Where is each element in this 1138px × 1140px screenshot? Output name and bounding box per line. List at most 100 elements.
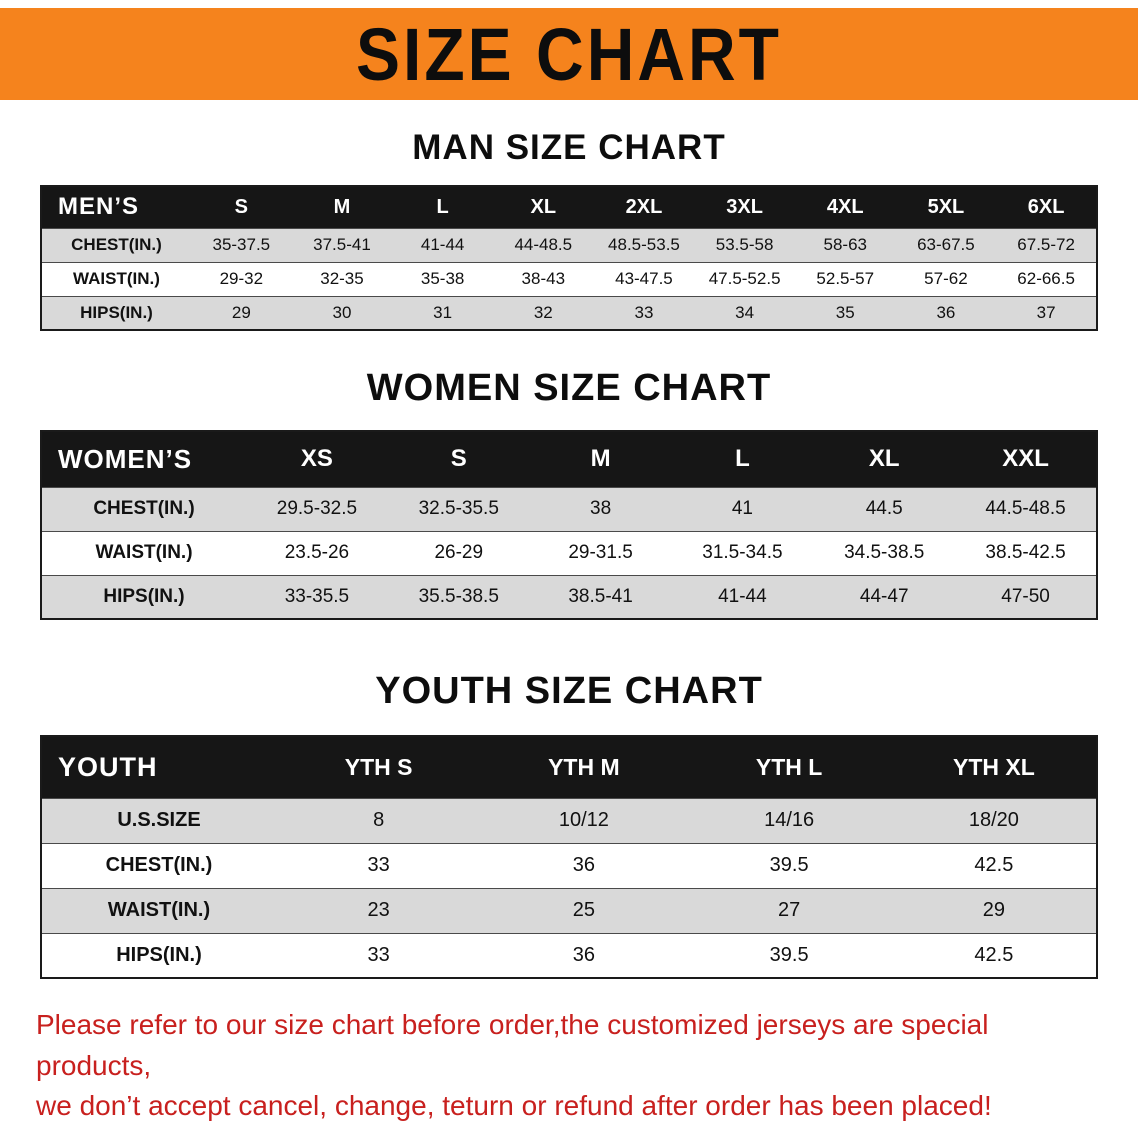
size-value-cell: 35.5-38.5 <box>387 574 530 619</box>
size-value-cell: 33 <box>593 295 695 330</box>
size-value-cell: 47.5-52.5 <box>694 261 795 296</box>
table-row: HIPS(IN.) 33 36 39.5 42.5 <box>41 932 1097 978</box>
size-value-cell: 30 <box>291 295 393 330</box>
table-row: U.S.SIZE 8 10/12 14/16 18/20 <box>41 797 1097 843</box>
size-value-cell: 38-43 <box>492 261 594 296</box>
size-value-cell: 37.5-41 <box>291 227 393 262</box>
women-table-title: WOMEN’S <box>41 431 246 487</box>
row-label: U.S.SIZE <box>41 797 276 843</box>
size-value-cell: 52.5-57 <box>794 261 896 296</box>
row-label: CHEST(IN.) <box>41 227 191 262</box>
column-header: XL <box>813 431 956 487</box>
size-value-cell: 47-50 <box>955 574 1097 619</box>
size-value-cell: 41-44 <box>392 227 493 262</box>
column-header: YTH M <box>481 736 687 798</box>
table-row: WAIST(IN.) 29-32 32-35 35-38 38-43 43-47.5 47.… <box>41 261 1097 296</box>
size-value-cell: 25 <box>481 887 687 933</box>
size-value-cell: 42.5 <box>891 842 1097 888</box>
youth-size-table: YOUTH YTH S YTH M YTH L YTH XL U.S.SIZE 8 10/12… <box>40 735 1098 979</box>
women-section-heading: WOMEN SIZE CHART <box>366 367 772 409</box>
size-chart-page: SIZE CHART MAN SIZE CHART MEN’S S M L XL 2XL 3… <box>0 8 1138 1127</box>
size-value-cell: 29 <box>891 887 1097 933</box>
row-label: HIPS(IN.) <box>41 932 276 978</box>
size-value-cell: 35-38 <box>392 261 493 296</box>
size-value-cell: 48.5-53.5 <box>593 227 695 262</box>
column-header: YTH S <box>276 736 482 798</box>
size-value-cell: 33-35.5 <box>246 574 388 619</box>
women-size-section: WOMEN SIZE CHART WOMEN’S XS S M L XL XXL CHEST(… <box>0 367 1138 620</box>
column-header: 4XL <box>794 186 896 228</box>
size-value-cell: 62-66.5 <box>996 261 1097 296</box>
men-section-heading: MAN SIZE CHART <box>412 128 726 167</box>
table-row: CHEST(IN.) 35-37.5 37.5-41 41-44 44-48.5 48.5… <box>41 227 1097 262</box>
size-value-cell: 38.5-42.5 <box>955 530 1097 575</box>
size-value-cell: 18/20 <box>891 797 1097 843</box>
women-size-table: WOMEN’S XS S M L XL XXL CHEST(IN.) 29.5-32.5 32.5… <box>40 430 1098 620</box>
youth-section-heading: YOUTH SIZE CHART <box>375 670 763 712</box>
column-header: S <box>191 186 292 228</box>
size-value-cell: 35-37.5 <box>191 227 292 262</box>
column-header: 6XL <box>996 186 1097 228</box>
women-table-header-row: WOMEN’S XS S M L XL XXL <box>41 431 1097 487</box>
size-value-cell: 35 <box>794 295 896 330</box>
row-label: CHEST(IN.) <box>41 842 276 888</box>
table-row: WAIST(IN.) 23.5-26 26-29 29-31.5 31.5-34.5 34… <box>41 530 1097 575</box>
row-label: CHEST(IN.) <box>41 486 246 531</box>
size-value-cell: 23 <box>276 887 482 933</box>
column-header: 3XL <box>694 186 795 228</box>
size-value-cell: 33 <box>276 932 482 978</box>
size-value-cell: 37 <box>996 295 1097 330</box>
size-value-cell: 53.5-58 <box>694 227 795 262</box>
table-row: HIPS(IN.) 29 30 31 32 33 34 35 36 37 <box>41 295 1097 330</box>
size-value-cell: 10/12 <box>481 797 687 843</box>
men-size-section: MAN SIZE CHART MEN’S S M L XL 2XL 3XL 4XL 5XL 6XL… <box>0 128 1138 331</box>
size-value-cell: 29.5-32.5 <box>246 486 388 531</box>
column-header: 5XL <box>895 186 997 228</box>
size-value-cell: 39.5 <box>686 842 892 888</box>
column-header: XXL <box>955 431 1097 487</box>
table-row: CHEST(IN.) 29.5-32.5 32.5-35.5 38 41 44.5 44.5… <box>41 486 1097 531</box>
size-chart-banner: SIZE CHART <box>0 8 1138 100</box>
size-value-cell: 32.5-35.5 <box>387 486 530 531</box>
column-header: M <box>529 431 672 487</box>
column-header: YTH L <box>686 736 892 798</box>
size-value-cell: 31.5-34.5 <box>671 530 814 575</box>
row-label: WAIST(IN.) <box>41 887 276 933</box>
row-label: HIPS(IN.) <box>41 295 191 330</box>
size-value-cell: 63-67.5 <box>895 227 997 262</box>
size-value-cell: 44.5-48.5 <box>955 486 1097 531</box>
size-value-cell: 8 <box>276 797 482 843</box>
column-header: YTH XL <box>891 736 1097 798</box>
size-value-cell: 42.5 <box>891 932 1097 978</box>
size-value-cell: 33 <box>276 842 482 888</box>
size-value-cell: 44-48.5 <box>492 227 594 262</box>
size-value-cell: 23.5-26 <box>246 530 388 575</box>
banner-title: SIZE CHART <box>356 12 782 96</box>
table-row: WAIST(IN.) 23 25 27 29 <box>41 887 1097 933</box>
size-value-cell: 36 <box>481 932 687 978</box>
size-value-cell: 26-29 <box>387 530 530 575</box>
size-value-cell: 36 <box>895 295 997 330</box>
size-value-cell: 29-32 <box>191 261 292 296</box>
size-value-cell: 34 <box>694 295 795 330</box>
size-value-cell: 41 <box>671 486 814 531</box>
column-header: L <box>671 431 814 487</box>
size-value-cell: 27 <box>686 887 892 933</box>
men-size-table: MEN’S S M L XL 2XL 3XL 4XL 5XL 6XL CHEST(IN.) 35-37… <box>40 185 1098 331</box>
size-value-cell: 67.5-72 <box>996 227 1097 262</box>
men-table-header-row: MEN’S S M L XL 2XL 3XL 4XL 5XL 6XL <box>41 186 1097 228</box>
column-header: XL <box>492 186 594 228</box>
youth-table-header-row: YOUTH YTH S YTH M YTH L YTH XL <box>41 736 1097 798</box>
size-value-cell: 14/16 <box>686 797 892 843</box>
row-label: HIPS(IN.) <box>41 574 246 619</box>
size-value-cell: 32 <box>492 295 594 330</box>
table-row: HIPS(IN.) 33-35.5 35.5-38.5 38.5-41 41-44 44-… <box>41 574 1097 619</box>
size-value-cell: 57-62 <box>895 261 997 296</box>
size-value-cell: 32-35 <box>291 261 393 296</box>
size-value-cell: 29 <box>191 295 292 330</box>
size-value-cell: 31 <box>392 295 493 330</box>
size-value-cell: 41-44 <box>671 574 814 619</box>
column-header: L <box>392 186 493 228</box>
size-value-cell: 29-31.5 <box>529 530 672 575</box>
disclaimer-line-2: we don’t accept cancel, change, teturn o… <box>36 1090 992 1122</box>
